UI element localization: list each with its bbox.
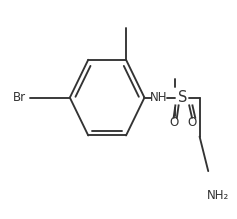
Text: O: O — [187, 116, 197, 129]
Text: NH: NH — [150, 91, 167, 104]
Text: O: O — [169, 116, 178, 129]
Text: S: S — [178, 90, 187, 105]
Text: NH₂: NH₂ — [207, 189, 229, 203]
Text: Br: Br — [13, 91, 26, 104]
